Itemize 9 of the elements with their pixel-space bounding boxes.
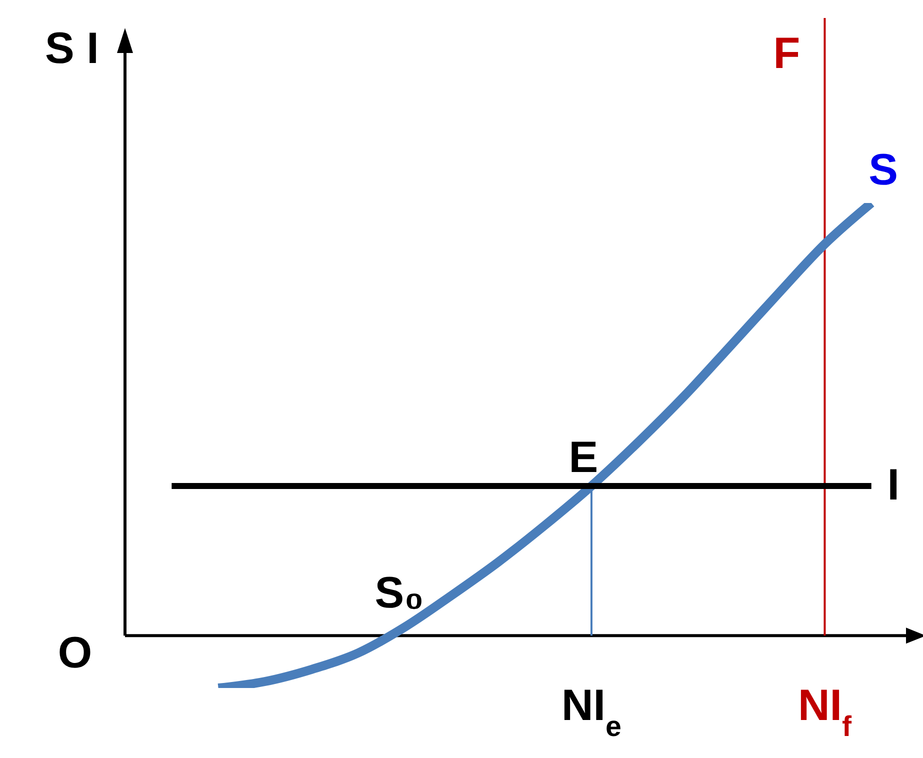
annotation: S₀ [374, 568, 424, 618]
ref-line-label: F [773, 29, 800, 78]
x-tick-label: NI$_{f}$ [798, 681, 852, 743]
x-tick-label: NI$_{e}$ [562, 681, 622, 743]
text: O [58, 628, 92, 678]
series-label: S [868, 146, 898, 195]
y-axis-title: S I [45, 24, 99, 73]
annotation: E [568, 432, 598, 482]
series-label: I [887, 460, 900, 510]
